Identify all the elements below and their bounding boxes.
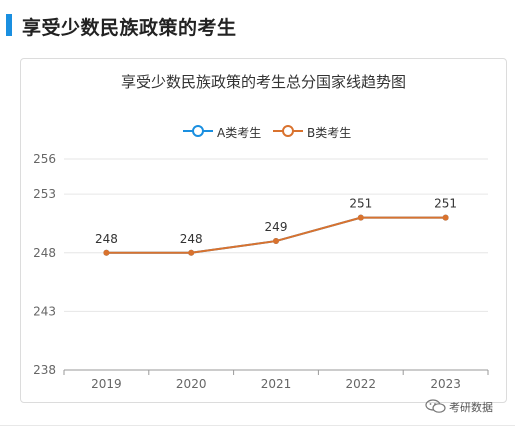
data-point (188, 249, 195, 256)
x-tick-label: 2020 (176, 377, 207, 391)
data-label: 251 (349, 197, 372, 211)
legend-label-a: A类考生 (217, 126, 262, 140)
section-accent-bar (6, 14, 12, 36)
data-label: 251 (434, 197, 457, 211)
section-header: 享受少数民族政策的考生 (0, 10, 515, 39)
data-label: 248 (95, 232, 118, 246)
section-title: 享受少数民族政策的考生 (22, 17, 237, 39)
watermark-text: 考研数据 (449, 401, 493, 414)
x-tick-label: 2021 (261, 377, 292, 391)
x-tick-label: 2019 (91, 377, 122, 391)
legend-swatch-a (183, 125, 213, 137)
y-tick-label: 248 (33, 246, 56, 260)
x-tick-label: 2022 (346, 377, 377, 391)
data-point (442, 214, 449, 221)
legend-label-b: B类考生 (307, 126, 352, 140)
bottom-divider (0, 425, 515, 426)
y-tick-label: 238 (33, 363, 56, 377)
chart-legend: A类考生 B类考生 (21, 121, 506, 141)
data-point (273, 238, 279, 245)
chart-title: 享受少数民族政策的考生总分国家线趋势图 (120, 73, 406, 91)
data-label: 248 (180, 232, 203, 246)
data-point (103, 249, 110, 256)
chart-card: 享受少数民族政策的考生总分国家线趋势图 A类考生 B类考生 (20, 58, 507, 403)
data-label: 249 (265, 220, 288, 234)
y-tick-label: 256 (33, 152, 56, 166)
wechat-icon (425, 399, 446, 413)
y-tick-label: 243 (33, 304, 56, 318)
data-point (357, 214, 364, 221)
y-tick-label: 253 (33, 187, 56, 201)
x-tick-label: 2023 (430, 377, 461, 391)
legend-swatch-b (273, 125, 303, 137)
